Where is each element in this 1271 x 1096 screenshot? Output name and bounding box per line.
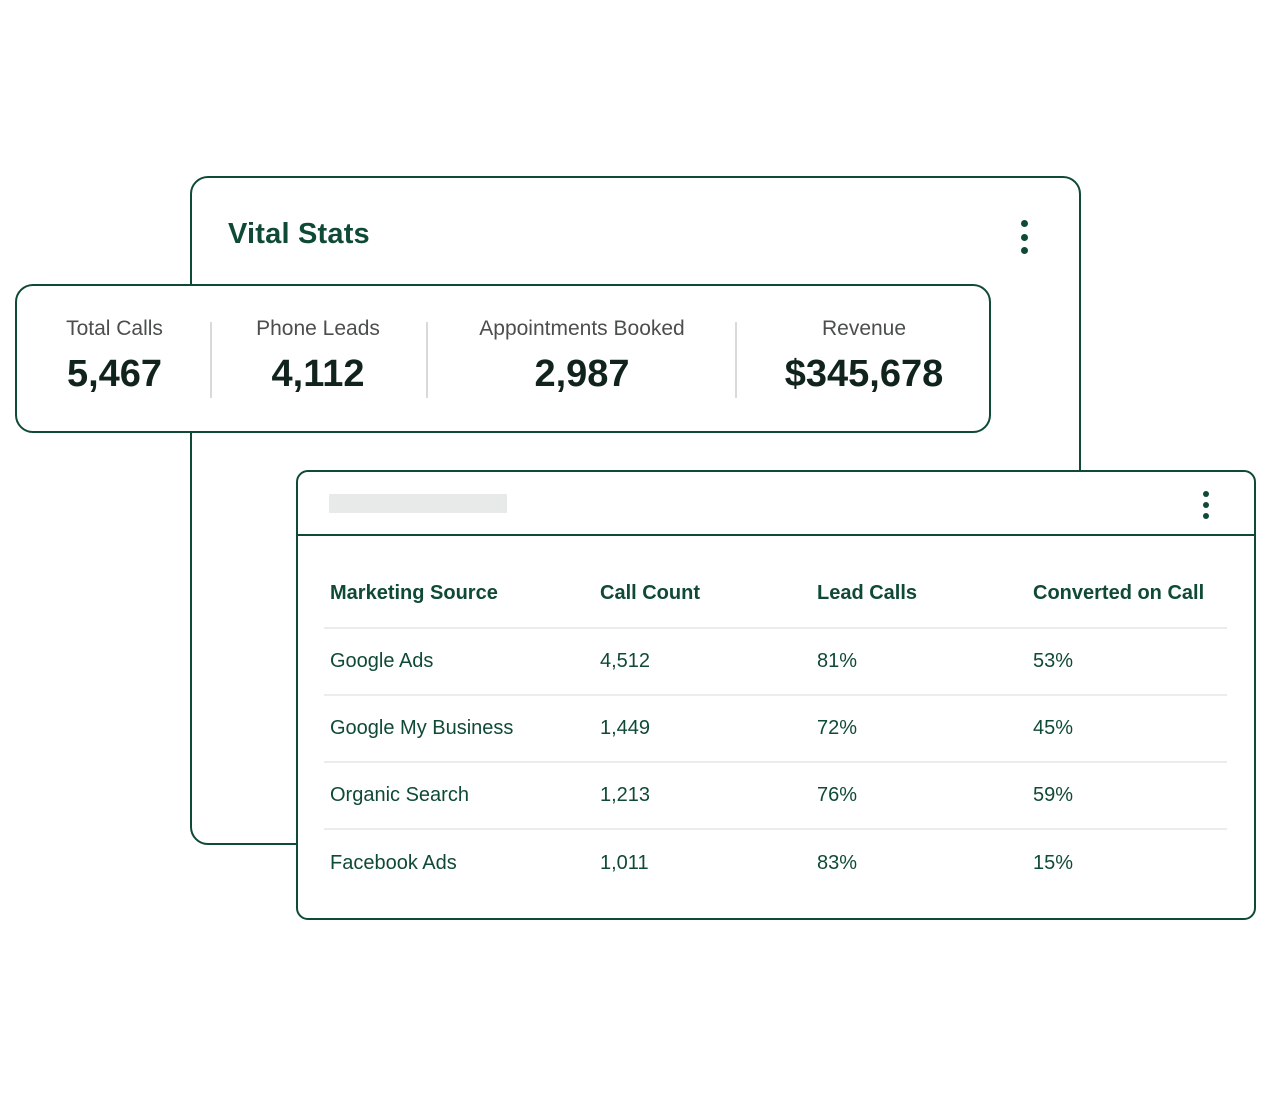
stat-value: 2,987 bbox=[534, 353, 630, 395]
kebab-menu-icon bbox=[1203, 502, 1209, 508]
kebab-menu-icon bbox=[1020, 233, 1028, 241]
stat-total-calls: Total Calls 5,467 bbox=[52, 286, 177, 431]
stat-value: $345,678 bbox=[784, 353, 944, 395]
cell-lead-calls: 72% bbox=[811, 695, 1027, 763]
stat-phone-leads: Phone Leads 4,112 bbox=[247, 286, 389, 431]
column-header-converted-on-call[interactable]: Converted on Call bbox=[1027, 564, 1227, 629]
cell-call-count: 4,512 bbox=[594, 628, 811, 696]
cell-call-count: 1,213 bbox=[594, 762, 811, 830]
table-row[interactable]: Organic Search 1,213 76% 59% bbox=[324, 762, 1227, 830]
kebab-menu-icon bbox=[1203, 491, 1209, 497]
cell-converted-on-call: 45% bbox=[1027, 695, 1227, 763]
cell-call-count: 1,011 bbox=[600, 851, 649, 874]
marketing-source-card: Marketing Source Call Count Lead Calls C… bbox=[296, 470, 1256, 920]
table-row[interactable]: Facebook Ads 1,011 83% 15% bbox=[324, 829, 1227, 896]
cell-call-count: 1,449 bbox=[594, 695, 811, 763]
cell-lead-calls: 81% bbox=[811, 628, 1027, 696]
title-placeholder-skeleton bbox=[329, 494, 507, 513]
stat-appointments-booked: Appointments Booked 2,987 bbox=[462, 286, 702, 431]
vital-stats-menu-button[interactable] bbox=[1017, 219, 1031, 255]
stat-value: 5,467 bbox=[66, 353, 163, 395]
column-header-marketing-source[interactable]: Marketing Source bbox=[324, 564, 594, 629]
stat-divider bbox=[735, 322, 737, 398]
stat-label: Appointments Booked bbox=[479, 317, 685, 340]
stat-revenue: Revenue $345,678 bbox=[774, 286, 954, 431]
kebab-menu-icon bbox=[1203, 513, 1209, 519]
table-row[interactable]: Google My Business 1,449 72% 45% bbox=[324, 695, 1227, 763]
cell-lead-calls: 83% bbox=[817, 851, 858, 874]
stat-label: Phone Leads bbox=[256, 317, 380, 340]
kebab-menu-icon bbox=[1020, 247, 1028, 254]
stat-label: Total Calls bbox=[66, 317, 163, 340]
stat-label: Revenue bbox=[821, 317, 907, 340]
table-header-row: Marketing Source Call Count Lead Calls C… bbox=[324, 564, 1227, 629]
cell-marketing-source: Google Ads bbox=[324, 628, 594, 696]
cell-converted-on-call: 59% bbox=[1027, 762, 1227, 830]
cell-converted-on-call: 15% bbox=[1033, 851, 1074, 874]
table-menu-button[interactable] bbox=[1201, 491, 1211, 519]
marketing-source-table: Marketing Source Call Count Lead Calls C… bbox=[324, 564, 1227, 896]
cell-marketing-source: Google My Business bbox=[324, 695, 594, 763]
cell-lead-calls: 76% bbox=[811, 762, 1027, 830]
cell-converted-on-call: 53% bbox=[1027, 628, 1227, 696]
card-header bbox=[298, 472, 1254, 536]
kebab-menu-icon bbox=[1020, 220, 1028, 227]
stats-strip: Total Calls 5,467 Phone Leads 4,112 Appo… bbox=[15, 284, 991, 433]
cell-marketing-source: Organic Search bbox=[324, 762, 594, 830]
table-row[interactable]: Google Ads 4,512 81% 53% bbox=[324, 628, 1227, 696]
stat-divider bbox=[426, 322, 428, 398]
column-header-call-count[interactable]: Call Count bbox=[594, 564, 811, 629]
stat-divider bbox=[210, 322, 212, 398]
stat-value: 4,112 bbox=[271, 353, 365, 395]
cell-marketing-source: Facebook Ads bbox=[330, 851, 457, 874]
vital-stats-title: Vital Stats bbox=[228, 218, 370, 250]
column-header-lead-calls[interactable]: Lead Calls bbox=[811, 564, 1027, 629]
